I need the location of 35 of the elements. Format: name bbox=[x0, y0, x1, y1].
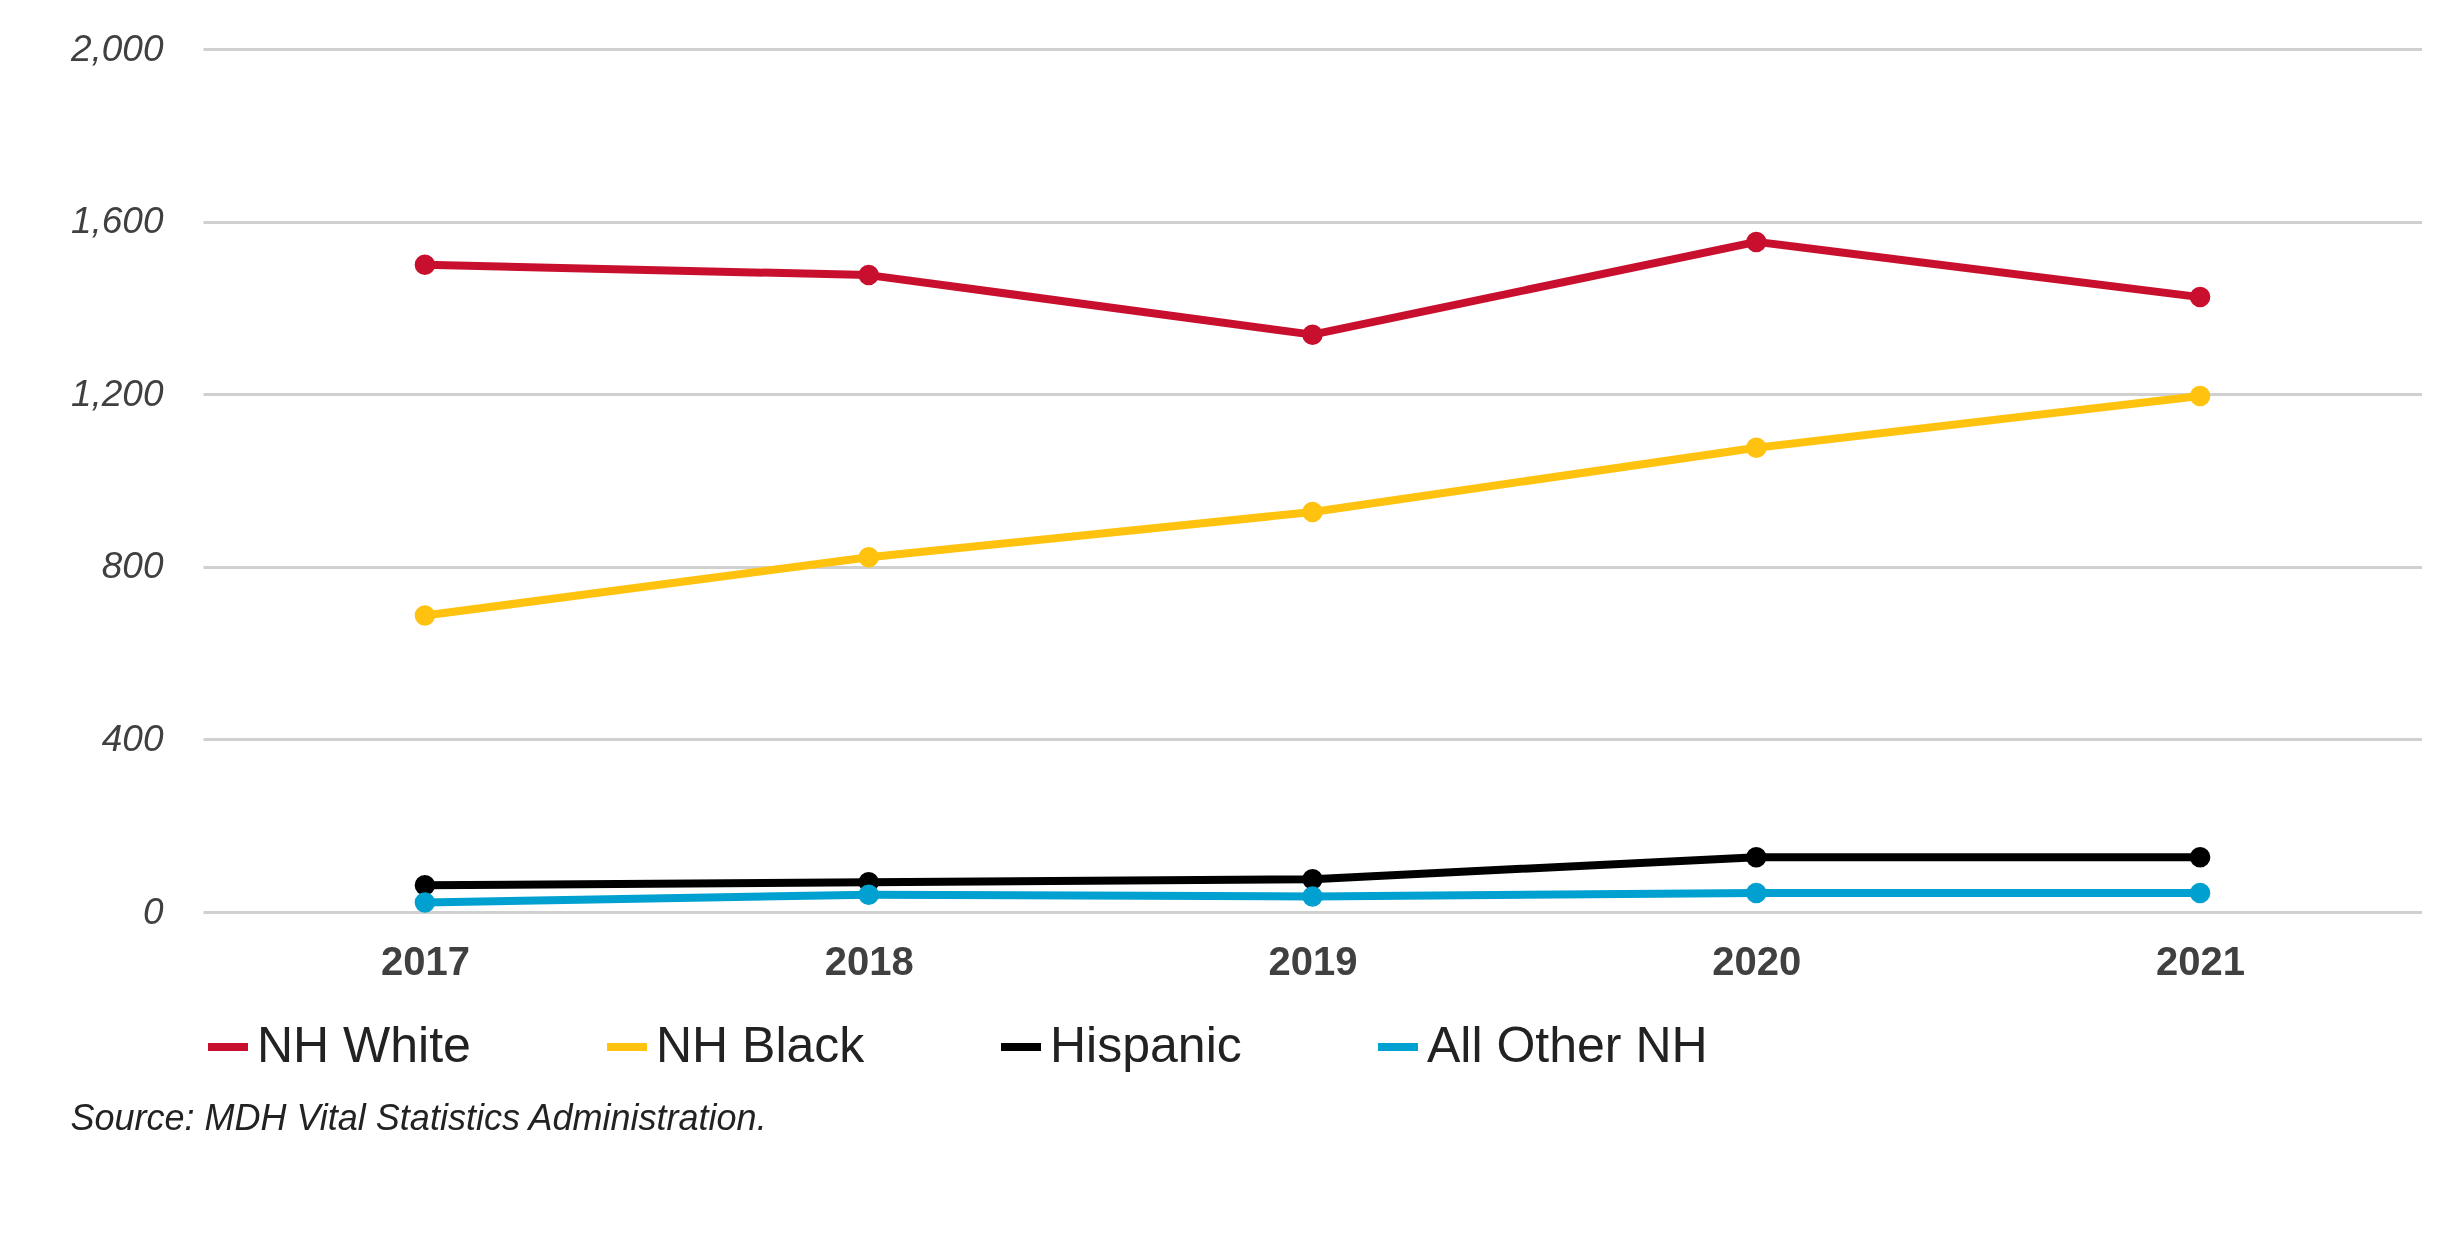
y-tick-label: 1,600 bbox=[70, 200, 164, 242]
point bbox=[2189, 385, 2211, 407]
point bbox=[858, 264, 879, 286]
point bbox=[414, 875, 436, 896]
point bbox=[1746, 231, 1767, 253]
point bbox=[1746, 882, 1767, 904]
legend-label: NH White bbox=[257, 1017, 471, 1073]
point bbox=[414, 254, 436, 275]
y-tick-label: 1,200 bbox=[70, 372, 164, 414]
legend-label: All Other NH bbox=[1427, 1017, 1708, 1073]
x-tick-label: 2021 bbox=[2156, 938, 2246, 983]
point bbox=[1302, 868, 1323, 890]
legend-label: NH Black bbox=[656, 1017, 866, 1073]
point bbox=[2189, 882, 2211, 904]
point bbox=[1302, 501, 1323, 523]
point bbox=[858, 884, 879, 905]
point bbox=[1302, 886, 1323, 907]
legend-label: Hispanic bbox=[1050, 1017, 1242, 1073]
y-tick-label: 2,000 bbox=[69, 27, 164, 69]
point bbox=[1746, 437, 1767, 458]
point bbox=[1746, 846, 1767, 868]
x-tick-label: 2017 bbox=[380, 938, 470, 983]
point bbox=[1302, 324, 1323, 345]
point bbox=[2189, 286, 2211, 308]
x-tick-label: 2018 bbox=[824, 938, 914, 983]
point bbox=[2189, 846, 2211, 868]
x-tick-label: 2019 bbox=[1268, 938, 1358, 983]
x-tick-label: 2020 bbox=[1712, 938, 1802, 983]
y-tick-label: 0 bbox=[142, 890, 164, 932]
point bbox=[414, 892, 436, 913]
point bbox=[414, 605, 436, 626]
y-tick-label: 800 bbox=[101, 545, 164, 587]
point bbox=[858, 547, 879, 568]
y-tick-label: 400 bbox=[101, 717, 164, 759]
source-note: Source: MDH Vital Statistics Administration. bbox=[70, 1097, 767, 1138]
